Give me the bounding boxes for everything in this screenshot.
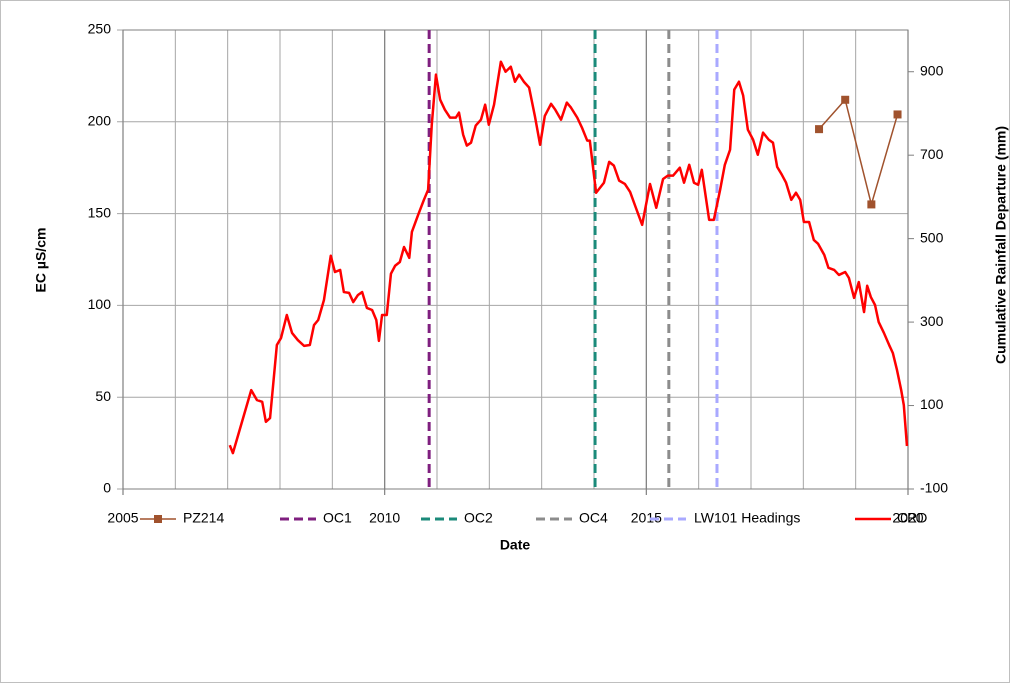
y-tick-label: 200	[88, 113, 112, 129]
plot-frame	[122, 29, 909, 490]
legend-marker	[154, 515, 162, 523]
series-line	[228, 60, 909, 455]
y-tick-label: 250	[88, 21, 112, 37]
legend-label: OC2	[464, 510, 493, 526]
y2-tick-label: 500	[920, 229, 944, 245]
legend-label: OC4	[579, 510, 608, 526]
legend-label: CRD	[897, 510, 927, 526]
legend-label: OC1	[323, 510, 352, 526]
marker	[893, 110, 902, 119]
y-tick-label: 50	[95, 388, 111, 404]
x-tick-label: 2005	[107, 510, 138, 526]
y2-tick-label: 700	[920, 146, 944, 162]
y2-tick-label: 900	[920, 62, 944, 78]
y2-tick-label: -100	[920, 480, 948, 496]
legend-label: LW101 Headings	[694, 510, 800, 526]
y-axis-label: EC µS/cm	[33, 228, 49, 293]
legend-label: PZ214	[183, 510, 224, 526]
x-tick-label: 2015	[631, 510, 662, 526]
marker	[815, 125, 824, 134]
series-line	[818, 99, 899, 206]
y2-tick-label: 100	[920, 396, 944, 412]
marker	[841, 95, 850, 104]
y2-axis-label: Cumulative Rainfall Departure (mm)	[993, 126, 1009, 364]
x-tick-label: 2010	[369, 510, 400, 526]
x-tick-label: 2020	[892, 510, 923, 526]
y2-tick-label: 300	[920, 313, 944, 329]
y-tick-label: 150	[88, 204, 112, 220]
y-tick-label: 100	[88, 296, 112, 312]
y-tick-label: 0	[103, 480, 111, 496]
x-axis-label: Date	[500, 537, 531, 553]
marker	[867, 200, 876, 209]
